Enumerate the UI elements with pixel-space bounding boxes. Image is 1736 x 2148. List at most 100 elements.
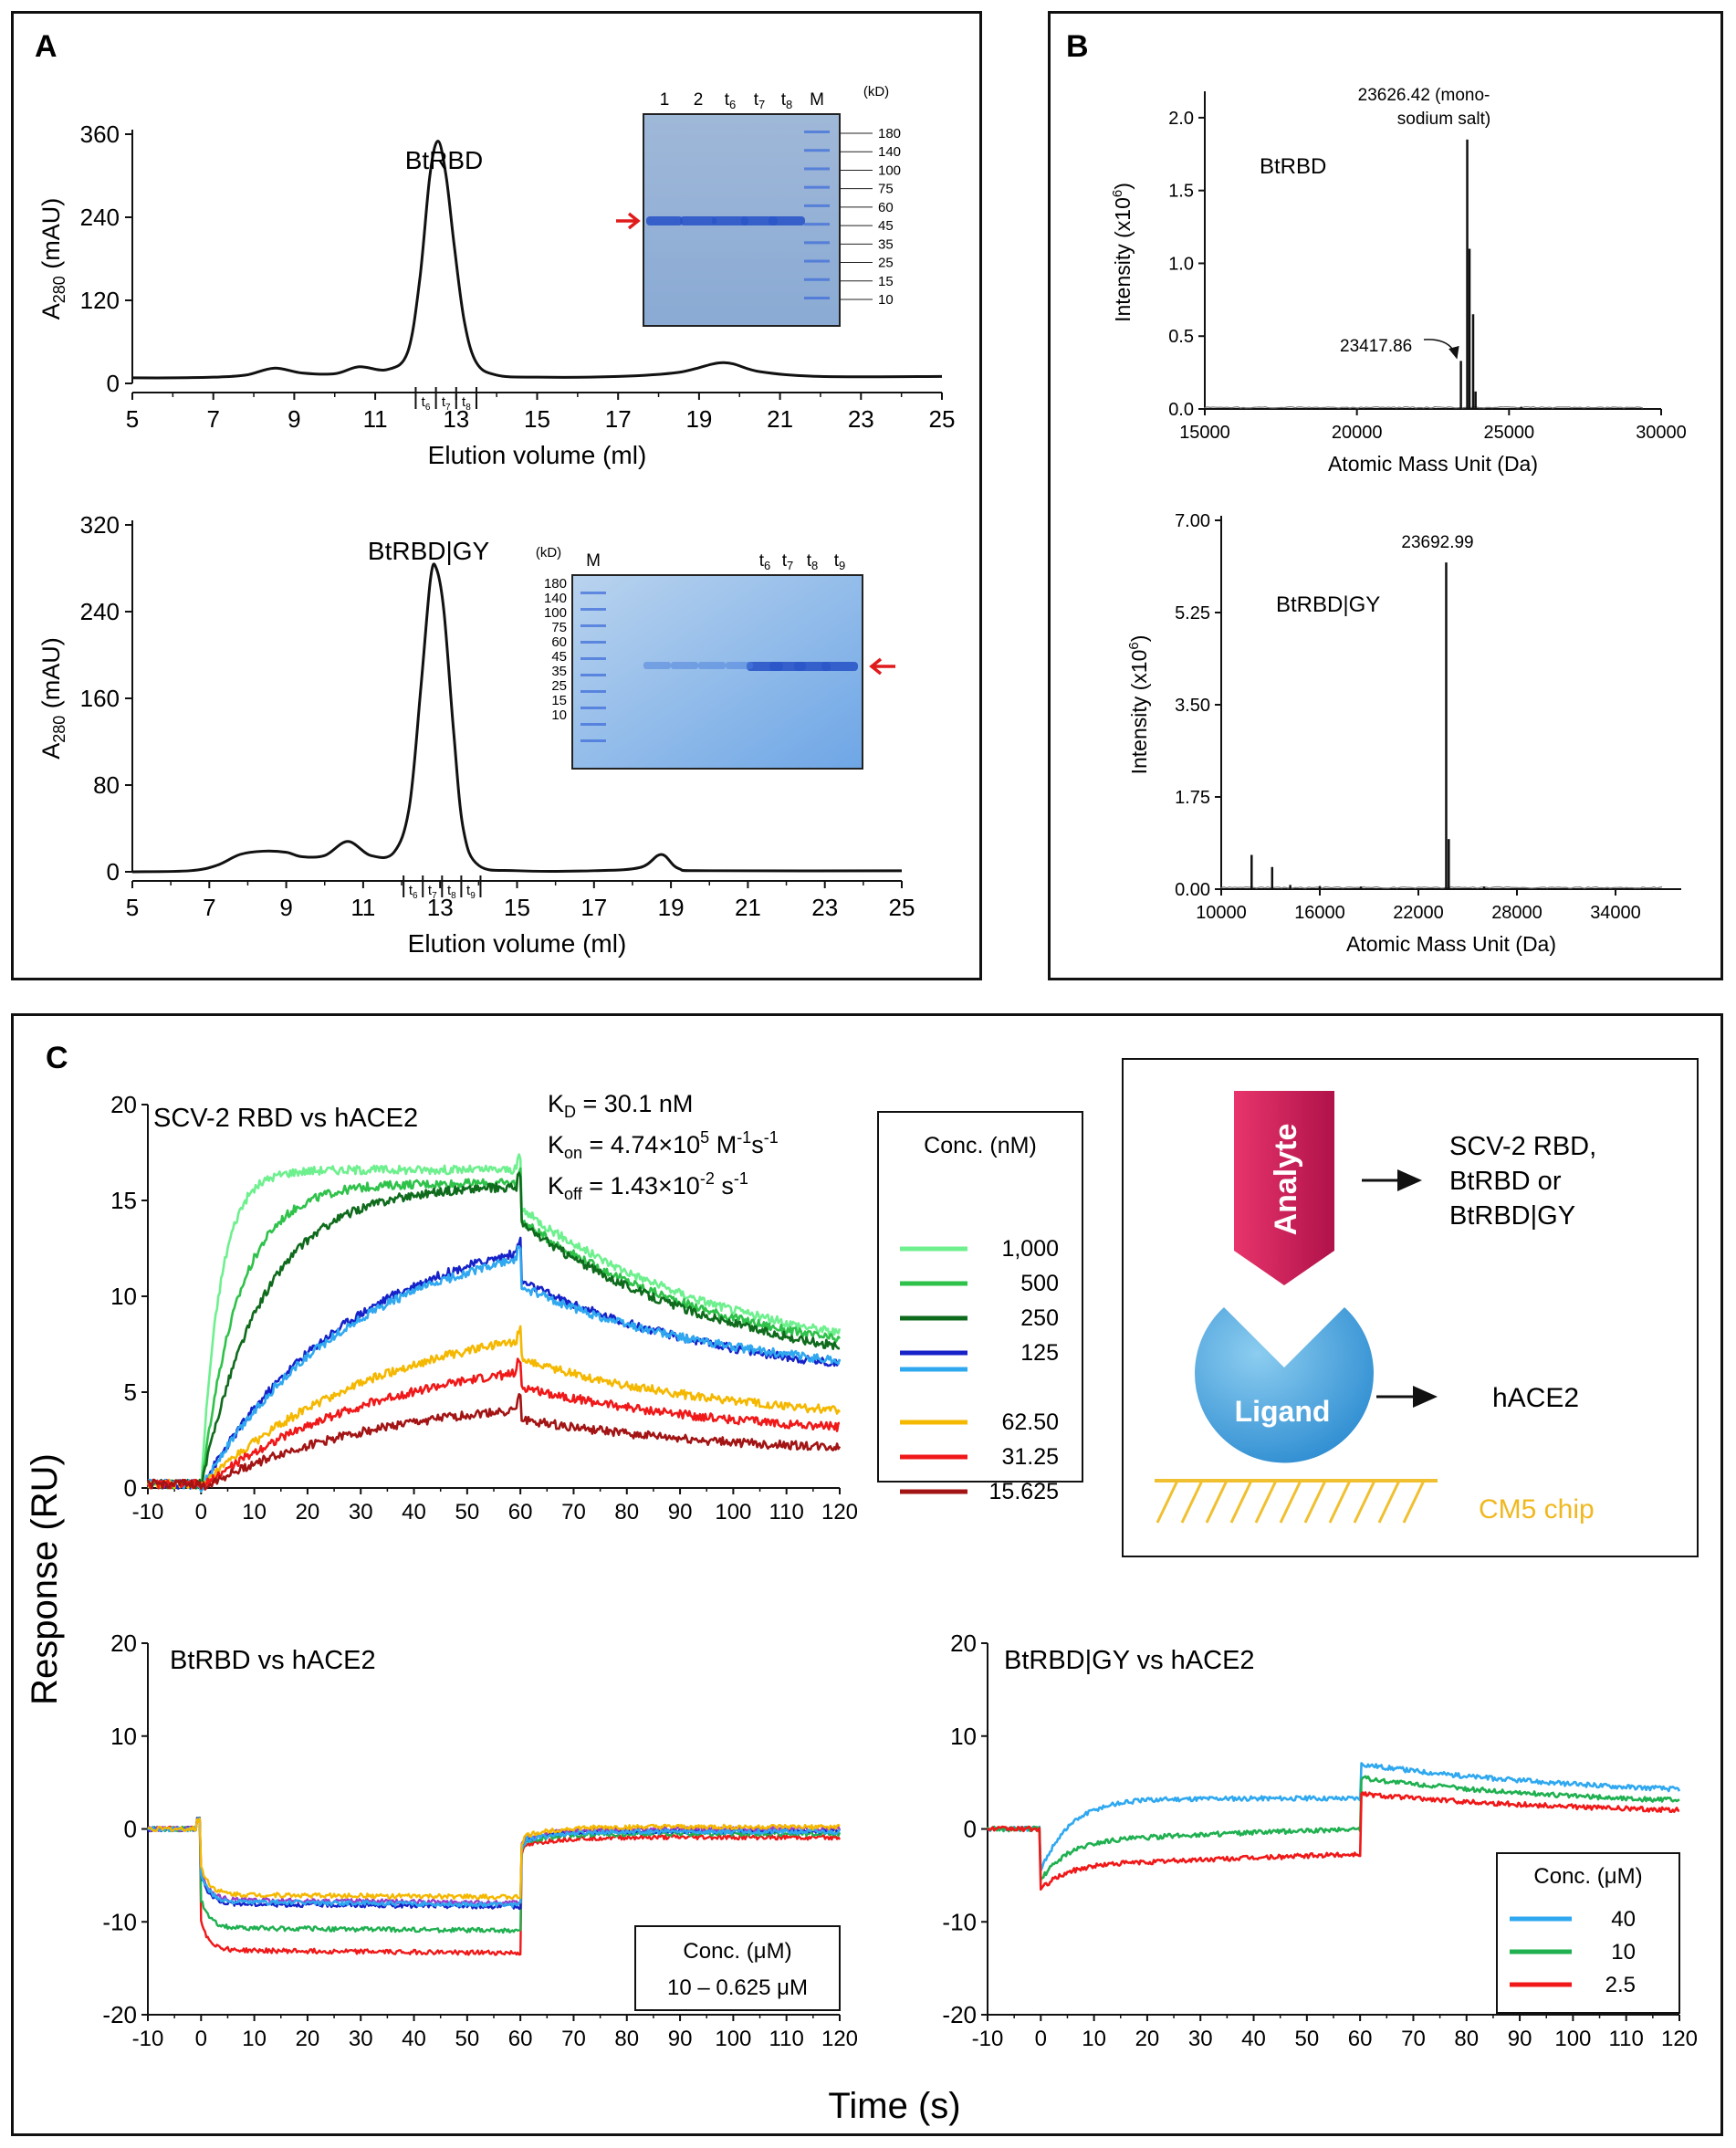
panel-c-frame: [11, 1013, 1723, 2136]
x-tick-label: 70: [561, 2027, 586, 2051]
y-tick-label: 10: [110, 1723, 137, 1750]
y-tick-label: 1.5: [1168, 182, 1194, 202]
x-tick-label: 50: [1294, 2027, 1319, 2051]
legend-label: 125: [1020, 1340, 1059, 1366]
fraction-label: t8: [462, 394, 471, 413]
protein-band: [794, 662, 831, 671]
y-tick-label: 0: [124, 1474, 137, 1502]
ladder-band: [804, 297, 830, 299]
x-tick-label: 40: [402, 1500, 426, 1525]
x-tick-label: 30: [1188, 2027, 1213, 2051]
x-axis-label: Atomic Mass Unit (Da): [1328, 452, 1538, 476]
ladder-band: [804, 167, 830, 171]
ladder-band: [580, 707, 606, 709]
gel-lane-label: M: [586, 551, 601, 571]
y-tick-label: 0.0: [1168, 400, 1194, 420]
baseline-noise: [1204, 405, 1644, 409]
x-tick-label: 28000: [1491, 903, 1543, 923]
x-tick-label: 60: [1348, 2027, 1373, 2051]
x-tick-label: 7: [203, 894, 215, 921]
x-tick-label: 5: [126, 894, 139, 921]
y-tick-label: 5.25: [1175, 603, 1210, 623]
x-tick-label: 20: [1135, 2027, 1160, 2051]
x-tick-label: 20: [296, 1500, 320, 1525]
y-tick-label: 0: [964, 1816, 977, 1843]
marker-size-label: 15: [878, 274, 894, 289]
y-tick-label: 120: [80, 287, 120, 314]
x-tick-label: 30: [349, 1500, 373, 1525]
mass-spectrum-btrbd: 0.0 0.5 1.0 1.5 2.0 15000 20000 25000 30000 Atomi…: [1110, 86, 1687, 476]
chart-title: SCV-2 RBD vs hACE2: [153, 1104, 418, 1133]
analyte-description: BtRBD|GY: [1449, 1201, 1575, 1231]
panel-label-b: B: [1066, 29, 1089, 64]
y-tick-label: 240: [80, 598, 120, 625]
ladder-band: [580, 624, 606, 627]
y-tick-label: 360: [80, 120, 120, 148]
y-tick-label: 1.75: [1175, 788, 1210, 808]
panel-c-xlabel: Time (s): [828, 2086, 960, 2126]
y-axis-label: A280 (mAU): [37, 198, 68, 320]
x-tick-label: 120: [821, 1500, 858, 1525]
peak-annotation: sodium salt): [1397, 110, 1490, 129]
x-tick-label: -10: [132, 2027, 164, 2051]
peak-annotation: 23626.42 (mono-: [1358, 86, 1490, 105]
gel-lane-label: 1: [660, 90, 670, 110]
association-dissociation-curve: [147, 1357, 841, 1490]
marker-size-label: 25: [878, 256, 894, 271]
x-tick-label: 70: [561, 1500, 586, 1525]
x-tick-label: 20000: [1332, 423, 1383, 443]
chip-hatch: [1328, 1480, 1352, 1524]
gel-lane-label: t6: [759, 551, 771, 572]
fraction-label: t8: [447, 883, 456, 901]
y-axis-label: A280 (mAU): [37, 637, 68, 760]
x-tick-label: 25: [929, 405, 956, 433]
spr-assay-diagram: Analyte Ligand SCV-2 RBD, BtRBD or BtRBD|GY h…: [1122, 1058, 1699, 1557]
x-axis-label: Elution volume (ml): [428, 441, 647, 469]
y-tick-label: 0: [124, 1816, 137, 1843]
y-tick-label: 0.5: [1168, 327, 1194, 347]
legend-title: Conc. (nM): [924, 1133, 1037, 1158]
x-tick-label: 50: [455, 1500, 479, 1525]
x-tick-label: 50: [455, 2027, 479, 2051]
y-tick-label: -20: [102, 2001, 137, 2028]
marker-size-label: 100: [544, 605, 567, 621]
legend-range: 10 – 0.625 μM: [667, 1975, 808, 2000]
x-tick-label: 5: [126, 405, 139, 433]
ladder-band: [804, 149, 830, 152]
y-tick-label: -20: [942, 2001, 977, 2028]
x-tick-label: 10: [1082, 2027, 1106, 2051]
gel-lane-label: t9: [834, 551, 846, 572]
ladder-band: [804, 131, 830, 133]
legend-label: 250: [1020, 1305, 1059, 1331]
association-dissociation-curve: [147, 1245, 842, 1493]
x-tick-label: 9: [279, 894, 292, 921]
chip-hatch: [1303, 1480, 1327, 1524]
ladder-band: [580, 592, 606, 594]
legend-title: Conc. (μM): [1533, 1864, 1642, 1889]
marker-size-label: 140: [878, 144, 901, 160]
sensorgram-curve: [147, 1816, 842, 1956]
association-dissociation-curve: [146, 1393, 842, 1491]
x-tick-label: 110: [1609, 2027, 1644, 2051]
legend-label: 40: [1611, 1907, 1636, 1932]
marker-size-label: 45: [551, 649, 567, 665]
x-tick-label: 10: [242, 2027, 267, 2051]
chart-title: BtRBD: [405, 146, 484, 174]
x-tick-label: 19: [685, 405, 712, 433]
panel-c-ylabel: Response (RU): [25, 1453, 65, 1705]
y-axis-label: Intensity (x106): [1110, 183, 1135, 322]
x-tick-label: 10000: [1196, 903, 1247, 923]
spectrum-label: BtRBD|GY: [1276, 592, 1380, 617]
x-tick-label: 120: [821, 2027, 858, 2051]
peak-annotation: 23692.99: [1401, 533, 1473, 552]
peak-annotation: 23417.86: [1340, 337, 1412, 356]
band-arrow: [616, 212, 641, 230]
x-axis-label: Atomic Mass Unit (Da): [1346, 932, 1556, 956]
ladder-band: [580, 739, 606, 742]
x-tick-label: 25: [889, 894, 915, 921]
y-tick-label: 160: [80, 685, 120, 712]
ladder-band: [580, 723, 606, 726]
y-tick-label: 240: [80, 204, 120, 231]
